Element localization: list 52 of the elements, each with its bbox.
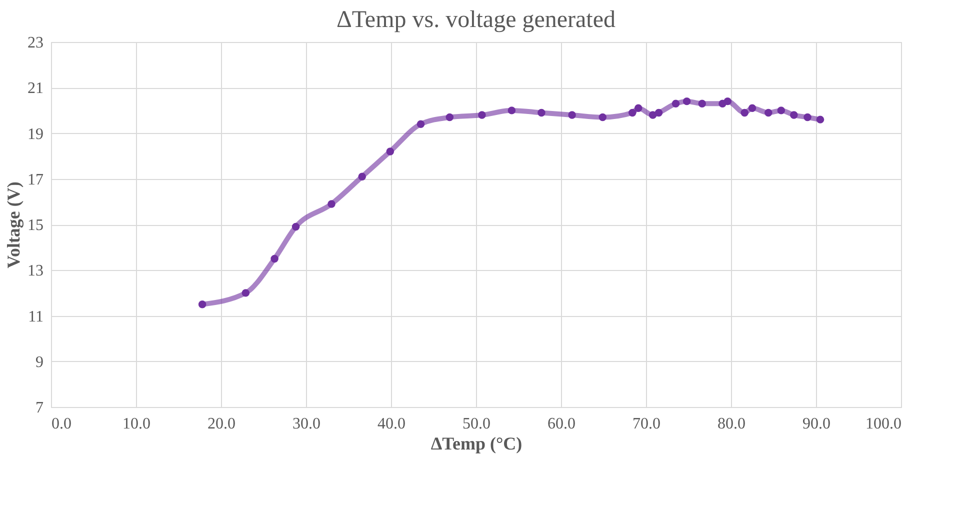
point — [598, 113, 607, 122]
y-tick-label: 15 — [28, 217, 44, 234]
point — [724, 97, 732, 106]
x-tick-label: 30.0 — [292, 416, 320, 432]
y-tick-label: 9 — [36, 354, 44, 371]
point — [478, 111, 486, 119]
point — [416, 120, 425, 128]
point — [292, 222, 300, 231]
x-tick-label: 10.0 — [122, 416, 150, 432]
x-tick-label: 100.0 — [866, 416, 902, 432]
point — [748, 104, 756, 112]
point — [698, 100, 706, 108]
point — [648, 111, 657, 119]
point — [328, 200, 336, 208]
x-tick-label: 40.0 — [378, 416, 406, 432]
point — [628, 108, 636, 117]
point — [672, 100, 680, 108]
x-axis-title: ΔTemp (°C) — [430, 434, 522, 454]
y-axis-title: Voltage (V) — [4, 182, 24, 268]
x-tick-label: 90.0 — [802, 416, 830, 432]
point — [764, 108, 772, 117]
point — [242, 289, 250, 297]
x-tick-label: 0.0 — [52, 416, 72, 432]
point — [654, 108, 663, 117]
x-tick-label: 60.0 — [548, 416, 576, 432]
point — [198, 300, 206, 308]
point — [358, 172, 366, 180]
point — [682, 97, 691, 106]
point — [634, 104, 642, 112]
point — [270, 254, 278, 263]
y-tick-label: 11 — [28, 308, 44, 326]
point — [790, 111, 798, 119]
x-tick-label: 50.0 — [462, 416, 490, 432]
point — [446, 113, 454, 122]
chart-title: ΔTemp vs. voltage generated — [336, 7, 616, 33]
x-tick-label: 80.0 — [718, 416, 746, 432]
point — [568, 111, 576, 119]
y-tick-label: 19 — [28, 126, 44, 143]
point — [740, 108, 748, 117]
point — [777, 106, 786, 114]
point — [816, 116, 824, 124]
point — [386, 148, 394, 156]
point — [508, 106, 516, 114]
y-tick-label: 21 — [28, 80, 44, 98]
point — [538, 108, 546, 117]
y-tick-label: 23 — [28, 34, 44, 52]
y-tick-label: 17 — [28, 171, 44, 188]
point — [804, 113, 812, 122]
x-tick-label: 20.0 — [208, 416, 236, 432]
x-tick-label: 70.0 — [632, 416, 660, 432]
y-tick-label: 7 — [36, 400, 44, 416]
y-tick-label: 13 — [28, 262, 44, 280]
